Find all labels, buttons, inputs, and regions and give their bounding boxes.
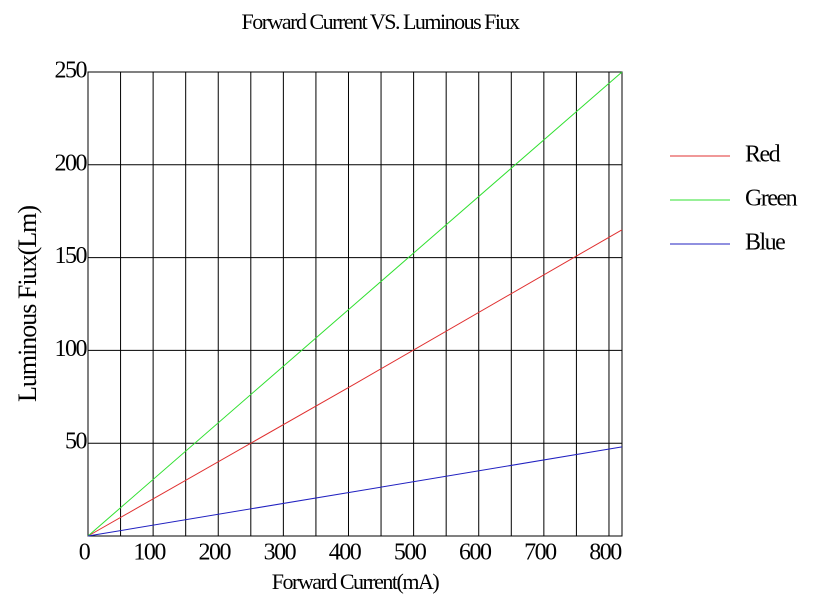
series-line bbox=[87, 446, 623, 537]
x-axis-label: Forward Current(mA) bbox=[272, 569, 440, 594]
x-tick-label: 600 bbox=[459, 540, 492, 566]
x-tick-label: 200 bbox=[198, 540, 231, 566]
y-tick-label: 200 bbox=[55, 150, 88, 176]
y-axis-label: Luminous Fiux(Lm) bbox=[13, 206, 42, 402]
x-tick-label: 700 bbox=[524, 540, 557, 566]
x-tick-label: 300 bbox=[264, 540, 297, 566]
legend-label: Green bbox=[745, 186, 798, 212]
legend-label: Red bbox=[745, 142, 781, 168]
x-tick-label: 100 bbox=[133, 540, 166, 566]
y-tick-label: 50 bbox=[65, 429, 88, 455]
x-tick-label: 400 bbox=[329, 540, 362, 566]
x-tick-label: 500 bbox=[394, 540, 427, 566]
series-line bbox=[87, 229, 623, 537]
x-tick-label: 0 bbox=[79, 540, 91, 566]
chart-title: Forward Current VS. Luminous Fiux bbox=[241, 9, 520, 34]
y-tick-label: 250 bbox=[55, 58, 88, 84]
series-line bbox=[87, 71, 623, 537]
x-tick-label: 800 bbox=[589, 540, 622, 566]
legend-label: Blue bbox=[745, 230, 785, 256]
y-tick-label: 100 bbox=[55, 336, 88, 362]
y-tick-label: 150 bbox=[55, 243, 88, 269]
